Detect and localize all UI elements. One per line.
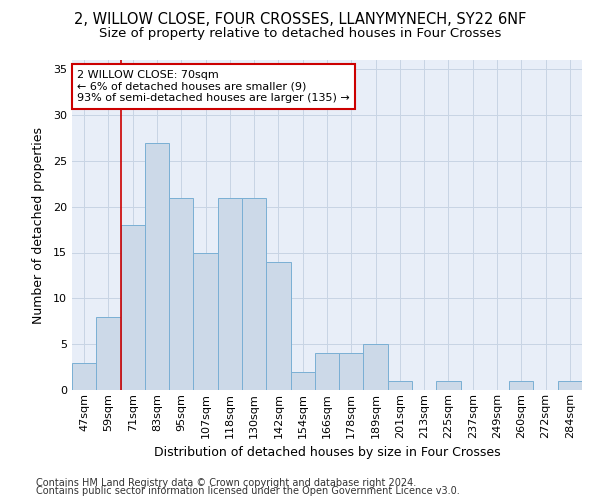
Bar: [388, 381, 412, 390]
X-axis label: Distribution of detached houses by size in Four Crosses: Distribution of detached houses by size …: [154, 446, 500, 459]
Text: 2 WILLOW CLOSE: 70sqm
← 6% of detached houses are smaller (9)
93% of semi-detach: 2 WILLOW CLOSE: 70sqm ← 6% of detached h…: [77, 70, 350, 103]
Bar: [364, 344, 388, 390]
Bar: [145, 142, 169, 390]
Text: Contains HM Land Registry data © Crown copyright and database right 2024.: Contains HM Land Registry data © Crown c…: [36, 478, 416, 488]
Y-axis label: Number of detached properties: Number of detached properties: [32, 126, 44, 324]
Bar: [121, 225, 145, 390]
Bar: [436, 381, 461, 390]
Bar: [266, 262, 290, 390]
Bar: [315, 354, 339, 390]
Bar: [509, 381, 533, 390]
Bar: [193, 252, 218, 390]
Text: 2, WILLOW CLOSE, FOUR CROSSES, LLANYMYNECH, SY22 6NF: 2, WILLOW CLOSE, FOUR CROSSES, LLANYMYNE…: [74, 12, 526, 28]
Text: Size of property relative to detached houses in Four Crosses: Size of property relative to detached ho…: [99, 28, 501, 40]
Bar: [339, 354, 364, 390]
Text: Contains public sector information licensed under the Open Government Licence v3: Contains public sector information licen…: [36, 486, 460, 496]
Bar: [96, 316, 121, 390]
Bar: [72, 362, 96, 390]
Bar: [218, 198, 242, 390]
Bar: [558, 381, 582, 390]
Bar: [169, 198, 193, 390]
Bar: [290, 372, 315, 390]
Bar: [242, 198, 266, 390]
